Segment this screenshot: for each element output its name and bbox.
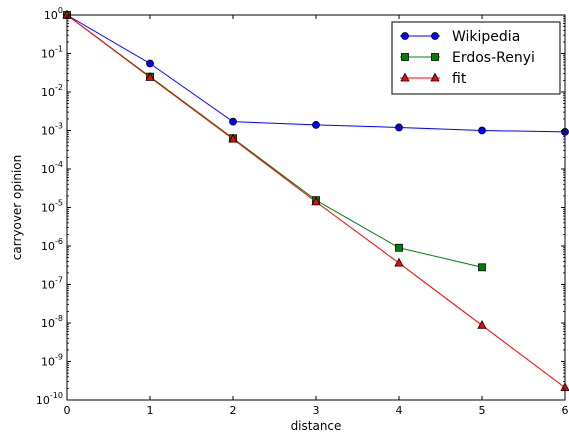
- data-point-wikipedia: [229, 117, 237, 126]
- data-point-fit: [145, 72, 155, 81]
- data-point-wikipedia: [478, 126, 486, 135]
- legend-marker-fit: [430, 72, 440, 82]
- x-tick-label: 2: [230, 404, 237, 417]
- y-tick-label: 10-5: [41, 199, 63, 215]
- series-fit: [62, 9, 569, 391]
- legend-label-fit: fit: [452, 71, 467, 87]
- data-point-erdos-renyi: [395, 243, 403, 252]
- y-tick-label: 10-10: [36, 391, 63, 407]
- y-tick-label: 10-2: [41, 83, 63, 99]
- x-axis-label: distance: [291, 419, 342, 433]
- data-point-wikipedia: [395, 123, 403, 132]
- legend-label-erdos-renyi: Erdos-Renyi: [452, 50, 535, 66]
- y-tick-label: 10-3: [41, 122, 63, 138]
- legend-marker-wikipedia: [401, 32, 409, 40]
- data-point-fit: [228, 133, 238, 143]
- x-tick-label: 0: [64, 404, 71, 417]
- legend-marker-fit: [400, 72, 410, 82]
- x-tick-label: 1: [147, 404, 154, 417]
- data-point-wikipedia: [312, 120, 320, 129]
- axes-layer: 0 1 2 3 4 5 6 100 10-1 10-2 10-3 10-4 10-5 10-6 10-7 10…: [10, 6, 569, 433]
- y-tick-label: 10-6: [41, 237, 63, 253]
- x-tick-label: 6: [562, 404, 569, 417]
- data-point-wikipedia: [146, 59, 154, 68]
- y-tick-label: 10-9: [41, 353, 63, 369]
- y-tick-label: 10-7: [41, 276, 63, 292]
- data-point-fit: [394, 257, 404, 267]
- series-layer: [62, 9, 569, 391]
- data-point-fit: [311, 196, 321, 206]
- x-tick-label: 3: [313, 404, 320, 417]
- legend-marker-erdos-renyi: [401, 53, 409, 61]
- data-point-fit: [477, 319, 487, 329]
- y-axis-label: carryover opinion: [10, 155, 24, 260]
- y-tick-label: 10-8: [41, 314, 63, 330]
- legend-marker-wikipedia: [431, 32, 439, 40]
- legend-label-wikipedia: Wikipedia: [452, 29, 520, 45]
- y-tick-label: 10-4: [41, 160, 63, 176]
- legend-box: [391, 21, 561, 95]
- x-tick-label: 5: [479, 404, 486, 417]
- x-tick-label: 4: [396, 404, 403, 417]
- legend-marker-erdos-renyi: [431, 53, 439, 61]
- series-wikipedia: [63, 11, 569, 136]
- y-tick-label: 100: [44, 6, 63, 22]
- data-point-erdos-renyi: [478, 263, 486, 272]
- legend: Wikipedia Erdos-Renyi fit: [391, 21, 561, 95]
- y-tick-label: 10-1: [41, 45, 63, 61]
